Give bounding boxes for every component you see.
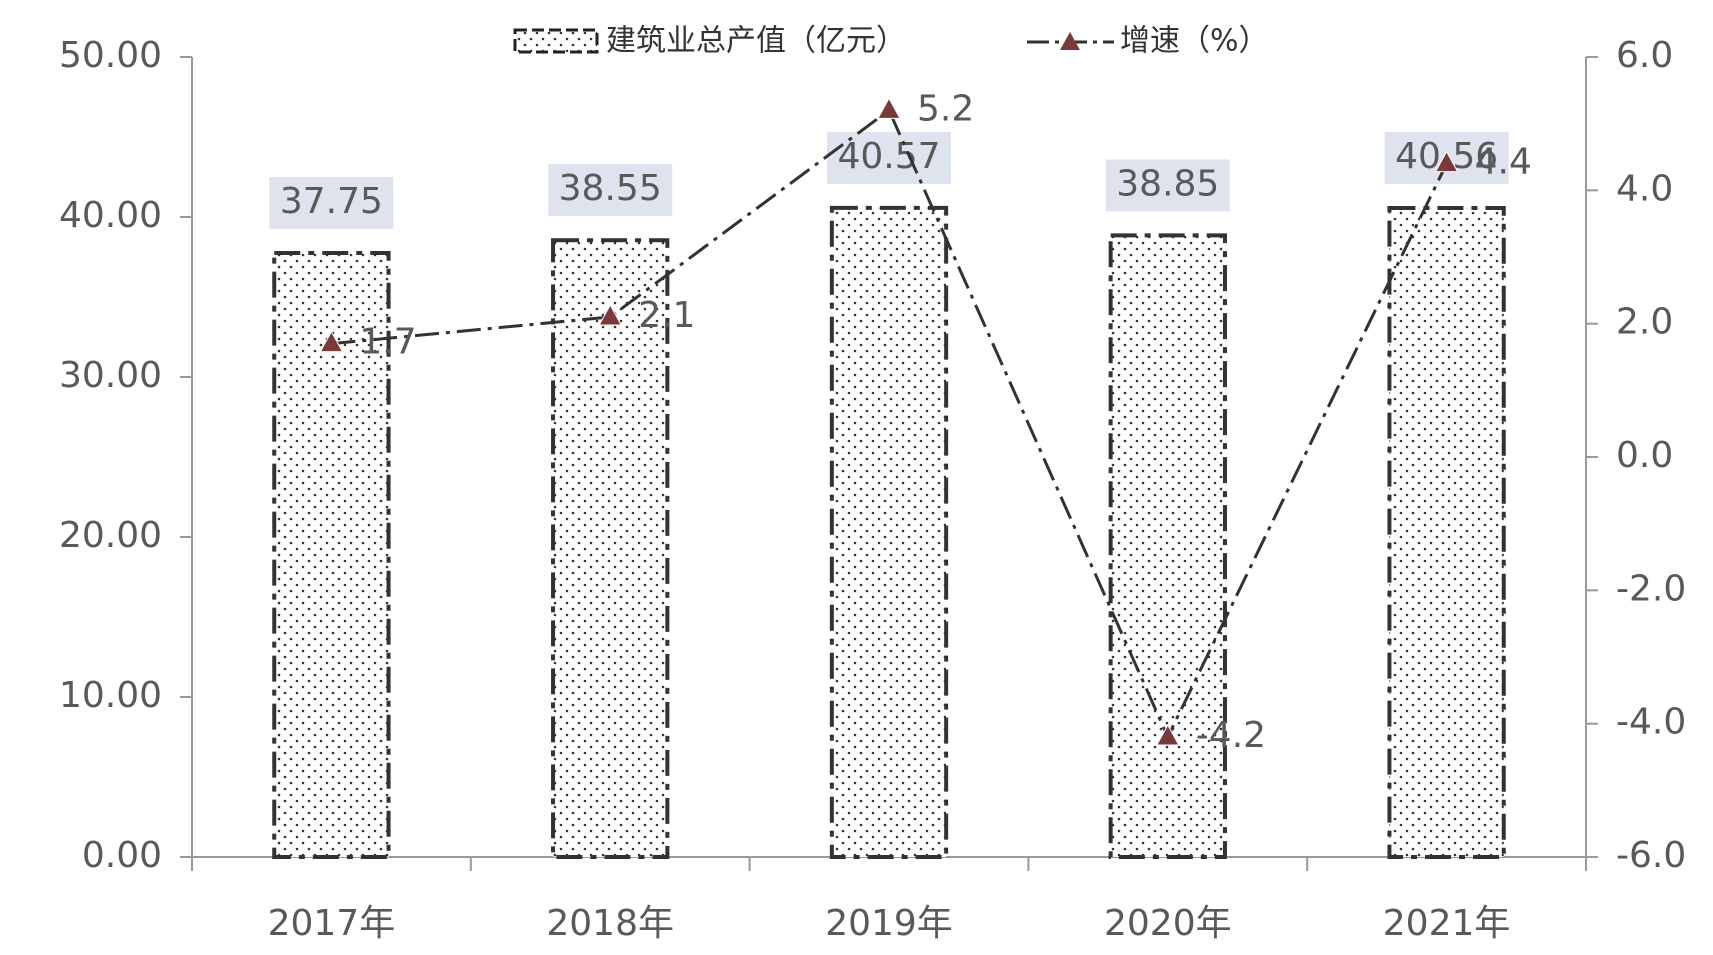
line-marker [319,330,344,353]
bar-label: 40.57 [837,136,940,177]
x-tick-label: 2018年 [546,903,674,944]
y2-tick-label: 6.0 [1616,35,1673,76]
line [331,108,1448,741]
bar [551,238,670,859]
line-label: 1.7 [359,322,416,363]
bar-label-bg [827,131,951,184]
y2-tick-label: -4.0 [1616,702,1686,743]
x-tick-label: 2019年 [825,903,953,944]
bar [829,205,949,859]
y-tick-label: 0.00 [82,835,162,876]
x-tick-label: 2021年 [1383,903,1511,944]
legend-marker [1060,32,1080,50]
y-tick-label: 50.00 [59,35,162,76]
bar-label: 37.75 [280,181,383,222]
y2-tick-label: 0.0 [1616,435,1673,476]
line-marker [1434,150,1459,173]
line-label: 2.1 [638,295,695,336]
y2-tick-label: -6.0 [1616,835,1686,876]
x-tick-label: 2020年 [1104,903,1232,944]
line-label: 4.4 [1475,142,1532,183]
bar [1387,206,1506,860]
y-tick-label: 10.00 [59,675,162,716]
y2-tick-label: 4.0 [1616,168,1673,209]
legend-label: 增速（%） [1120,24,1269,59]
line-marker [1155,723,1180,746]
y-tick-label: 40.00 [59,195,162,236]
legend: 建筑业总产值（亿元） 增速（%） [513,24,1269,59]
bar [272,251,391,859]
line-marker [598,303,623,326]
bar-label: 38.55 [559,168,662,209]
x-tick-label: 2017年 [268,903,396,944]
bar-label: 38.85 [1116,163,1219,204]
line-label: -4.2 [1196,715,1266,756]
bar [1108,233,1227,859]
legend-label: 建筑业总产值（亿元） [606,24,906,59]
line-label: 5.2 [917,88,974,129]
bar-label-bg [548,164,673,217]
y-tick-label: 30.00 [59,355,162,396]
line-marker [877,97,901,119]
bar-label-bg [1105,159,1230,212]
y-tick-label: 20.00 [59,515,162,556]
y2-tick-label: 2.0 [1616,302,1673,343]
legend-bar-swatch [513,28,599,54]
bar-label-bg [269,177,394,229]
y2-tick-label: -2.0 [1616,568,1686,609]
